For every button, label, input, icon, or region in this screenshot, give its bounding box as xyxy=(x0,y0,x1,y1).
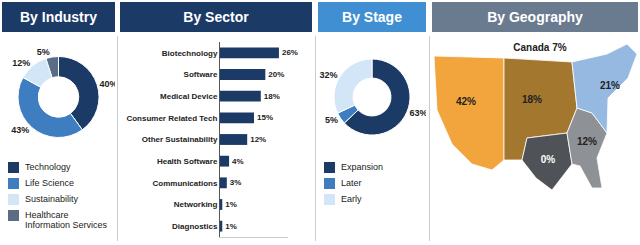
html-text:Later: Later xyxy=(341,178,362,188)
svg-text:Other Sustainability: Other Sustainability xyxy=(142,135,218,144)
svg-text:32%: 32% xyxy=(319,70,337,80)
svg-text:12%: 12% xyxy=(250,135,266,144)
svg-text:Canada 7%: Canada 7% xyxy=(513,42,566,53)
svg-text:Software: Software xyxy=(184,70,218,79)
svg-text:Biotechnology: Biotechnology xyxy=(162,49,218,58)
html-text:By Sector: By Sector xyxy=(183,9,249,25)
svg-text:0%: 0% xyxy=(541,154,556,165)
svg-text:12%: 12% xyxy=(577,136,597,147)
svg-text:Health Software: Health Software xyxy=(157,157,218,166)
svg-text:Medical Device: Medical Device xyxy=(160,92,218,101)
svg-text:12%: 12% xyxy=(12,58,30,68)
svg-text:63%: 63% xyxy=(409,108,426,118)
svg-text:1%: 1% xyxy=(225,222,237,231)
html-text:By Stage: By Stage xyxy=(342,9,402,25)
svg-text:26%: 26% xyxy=(282,48,298,57)
svg-text:5%: 5% xyxy=(325,115,338,125)
html-text:Healthcare Information Service: Healthcare Information Services xyxy=(25,210,107,230)
html-text:By Geography: By Geography xyxy=(487,9,583,25)
svg-text:18%: 18% xyxy=(522,94,542,105)
svg-text:21%: 21% xyxy=(600,80,620,91)
html-text:Life Science: Life Science xyxy=(25,178,74,188)
svg-text:1%: 1% xyxy=(225,200,237,209)
html-text:By Industry: By Industry xyxy=(20,9,97,25)
html-text:Early: Early xyxy=(341,194,362,204)
html-text:Expansion: Expansion xyxy=(341,162,383,172)
svg-text:43%: 43% xyxy=(11,125,29,135)
svg-text:5%: 5% xyxy=(37,47,50,57)
svg-text:Diagnostics: Diagnostics xyxy=(172,222,218,231)
svg-text:4%: 4% xyxy=(232,157,244,166)
svg-text:42%: 42% xyxy=(456,96,476,107)
svg-text:20%: 20% xyxy=(268,70,284,79)
svg-text:Consumer Related Tech: Consumer Related Tech xyxy=(126,114,217,123)
svg-text:Networking: Networking xyxy=(174,200,218,209)
html-text:Sustainability: Sustainability xyxy=(25,194,78,204)
svg-text:Communications: Communications xyxy=(152,179,217,188)
svg-text:15%: 15% xyxy=(257,113,273,122)
svg-text:18%: 18% xyxy=(264,92,280,101)
html-text:Technology: Technology xyxy=(25,162,71,172)
svg-text:40%: 40% xyxy=(100,79,115,89)
svg-text:3%: 3% xyxy=(230,178,242,187)
